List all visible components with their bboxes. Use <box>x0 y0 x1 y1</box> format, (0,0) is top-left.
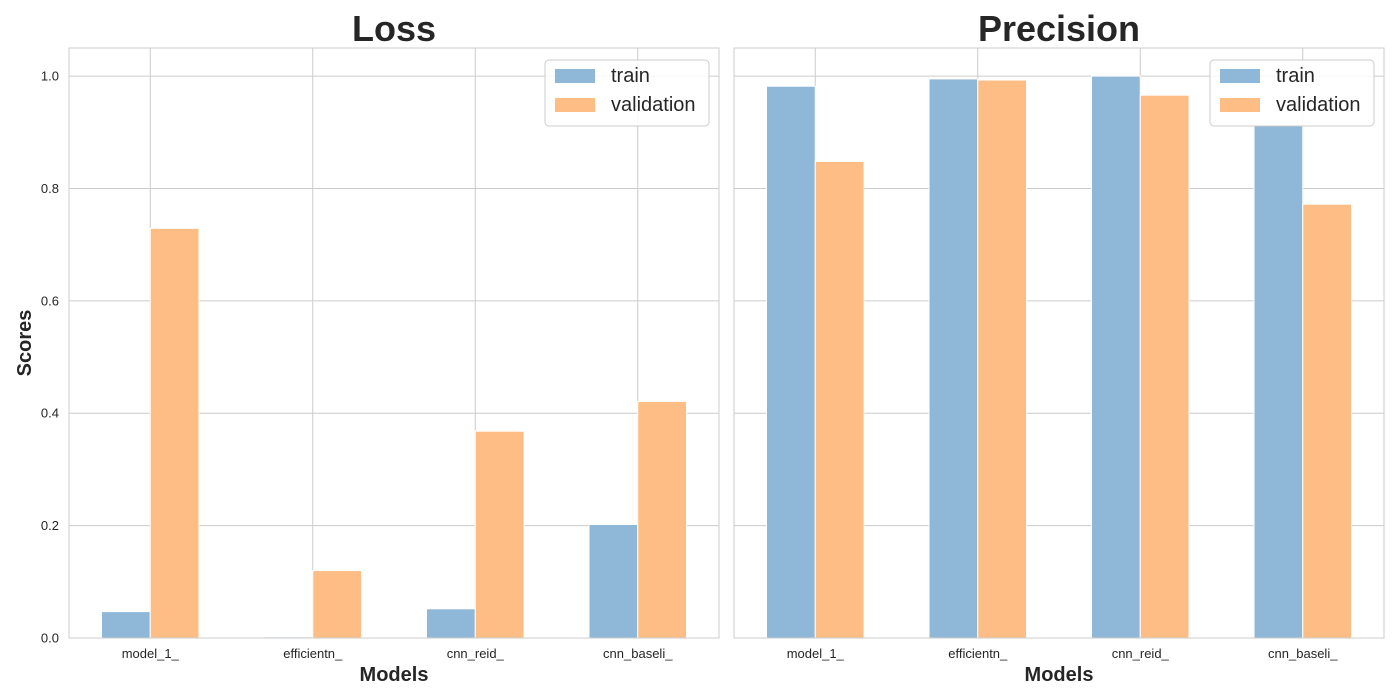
y-tick-label: 0.4 <box>41 406 59 421</box>
x-axis-label: Models <box>1025 664 1094 686</box>
x-tick-label: model_1_ <box>122 646 180 661</box>
legend-label: train <box>1276 65 1315 87</box>
x-axis-label: Models <box>360 664 429 686</box>
bar-train-3 <box>426 608 476 639</box>
legend: train validation <box>1209 59 1375 127</box>
legend-label: validation <box>611 94 696 116</box>
bar-validation-4 <box>637 400 687 639</box>
y-tick-label: 0.2 <box>41 518 59 533</box>
bar-validation-4 <box>1302 203 1352 639</box>
chart-panel-1: 0.0 0.2 0.4 0.6 0.8 1.0 model_1_ efficientn_ cnn… <box>14 8 720 686</box>
chart-panel-2: model_1_ efficientn_ cnn_reid_ cnn_baseli_ P… <box>733 8 1385 686</box>
bar-train-1 <box>101 611 151 639</box>
x-tick-label: cnn_reid_ <box>447 646 505 661</box>
legend-swatch-validation <box>1220 98 1260 112</box>
x-tick-label: model_1_ <box>787 646 845 661</box>
chart-title: Loss <box>352 8 436 49</box>
y-axis-label: Scores <box>14 310 36 377</box>
y-tick-label: 0.0 <box>41 631 59 646</box>
bar-train-4 <box>588 523 639 639</box>
bar-train-2 <box>928 78 979 639</box>
y-tick-label: 0.8 <box>41 181 59 196</box>
legend-label: train <box>611 65 650 87</box>
legend: train validation <box>544 59 710 127</box>
bar-validation-2 <box>312 570 362 639</box>
legend-swatch-validation <box>555 98 595 112</box>
legend-swatch-train <box>555 69 595 83</box>
legend-label: validation <box>1276 94 1361 116</box>
y-tick-label: 1.0 <box>41 69 59 84</box>
bar-validation-1 <box>814 161 865 639</box>
plot-frame <box>733 47 1385 639</box>
x-tick-label: efficientn_ <box>948 646 1008 661</box>
bar-train-4 <box>1253 125 1304 639</box>
x-tick-label: cnn_baseli_ <box>603 646 673 661</box>
bar-train-3 <box>1091 75 1141 639</box>
x-tick-label: cnn_reid_ <box>1112 646 1170 661</box>
bar-train-1 <box>766 85 816 639</box>
x-tick-label: efficientn_ <box>283 646 343 661</box>
y-tick-label: 0.6 <box>41 293 59 308</box>
x-tick-label: cnn_baseli_ <box>1268 646 1338 661</box>
bar-validation-3 <box>474 430 525 639</box>
bar-validation-1 <box>149 227 200 639</box>
plot-frame <box>68 47 720 639</box>
chart-title: Precision <box>978 8 1140 49</box>
bar-validation-3 <box>1139 94 1190 639</box>
bar-validation-2 <box>977 79 1027 639</box>
legend-swatch-train <box>1220 69 1260 83</box>
